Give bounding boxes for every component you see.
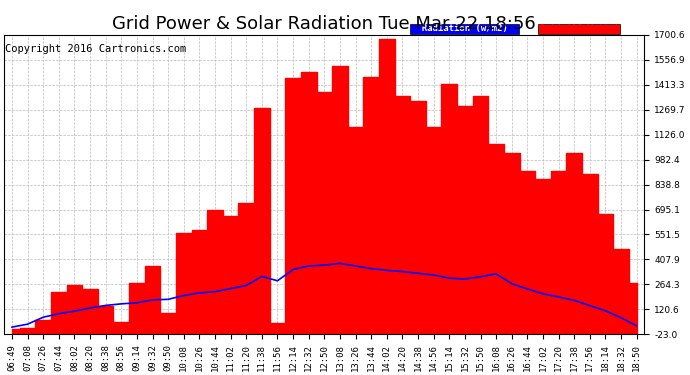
Text: Copyright 2016 Cartronics.com: Copyright 2016 Cartronics.com xyxy=(6,44,187,54)
Title: Grid Power & Solar Radiation Tue Mar 22 18:56: Grid Power & Solar Radiation Tue Mar 22 … xyxy=(112,15,536,33)
Text: Radiation (w/m2): Radiation (w/m2) xyxy=(411,24,518,33)
Text: Grid (AC Watts): Grid (AC Watts) xyxy=(539,24,620,33)
